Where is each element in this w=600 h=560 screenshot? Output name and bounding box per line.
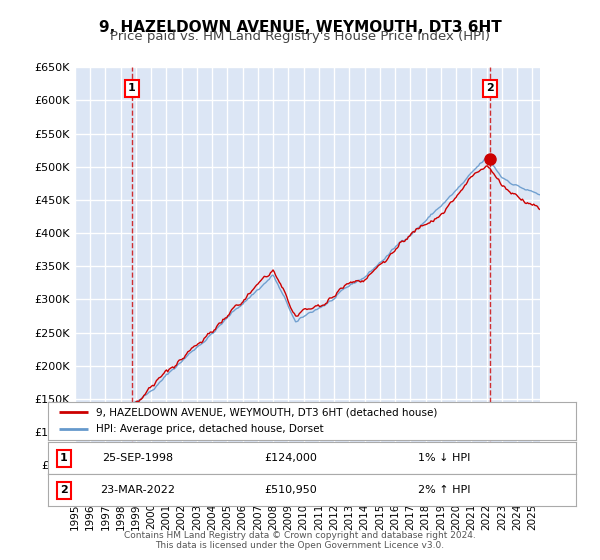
Text: 1: 1 (128, 83, 136, 94)
Text: 2% ↑ HPI: 2% ↑ HPI (418, 486, 470, 495)
Text: 2: 2 (486, 83, 494, 94)
Text: 23-MAR-2022: 23-MAR-2022 (100, 486, 175, 495)
Text: 1: 1 (60, 454, 68, 463)
Text: 9, HAZELDOWN AVENUE, WEYMOUTH, DT3 6HT: 9, HAZELDOWN AVENUE, WEYMOUTH, DT3 6HT (98, 20, 502, 35)
Text: 2: 2 (60, 486, 68, 495)
Text: £124,000: £124,000 (265, 454, 317, 463)
Text: 25-SEP-1998: 25-SEP-1998 (102, 454, 173, 463)
Text: Contains HM Land Registry data © Crown copyright and database right 2024.
This d: Contains HM Land Registry data © Crown c… (124, 530, 476, 550)
Text: £510,950: £510,950 (265, 486, 317, 495)
Text: 1% ↓ HPI: 1% ↓ HPI (418, 454, 470, 463)
Text: 9, HAZELDOWN AVENUE, WEYMOUTH, DT3 6HT (detached house): 9, HAZELDOWN AVENUE, WEYMOUTH, DT3 6HT (… (95, 407, 437, 417)
Text: Price paid vs. HM Land Registry's House Price Index (HPI): Price paid vs. HM Land Registry's House … (110, 30, 490, 43)
Text: HPI: Average price, detached house, Dorset: HPI: Average price, detached house, Dors… (95, 424, 323, 434)
